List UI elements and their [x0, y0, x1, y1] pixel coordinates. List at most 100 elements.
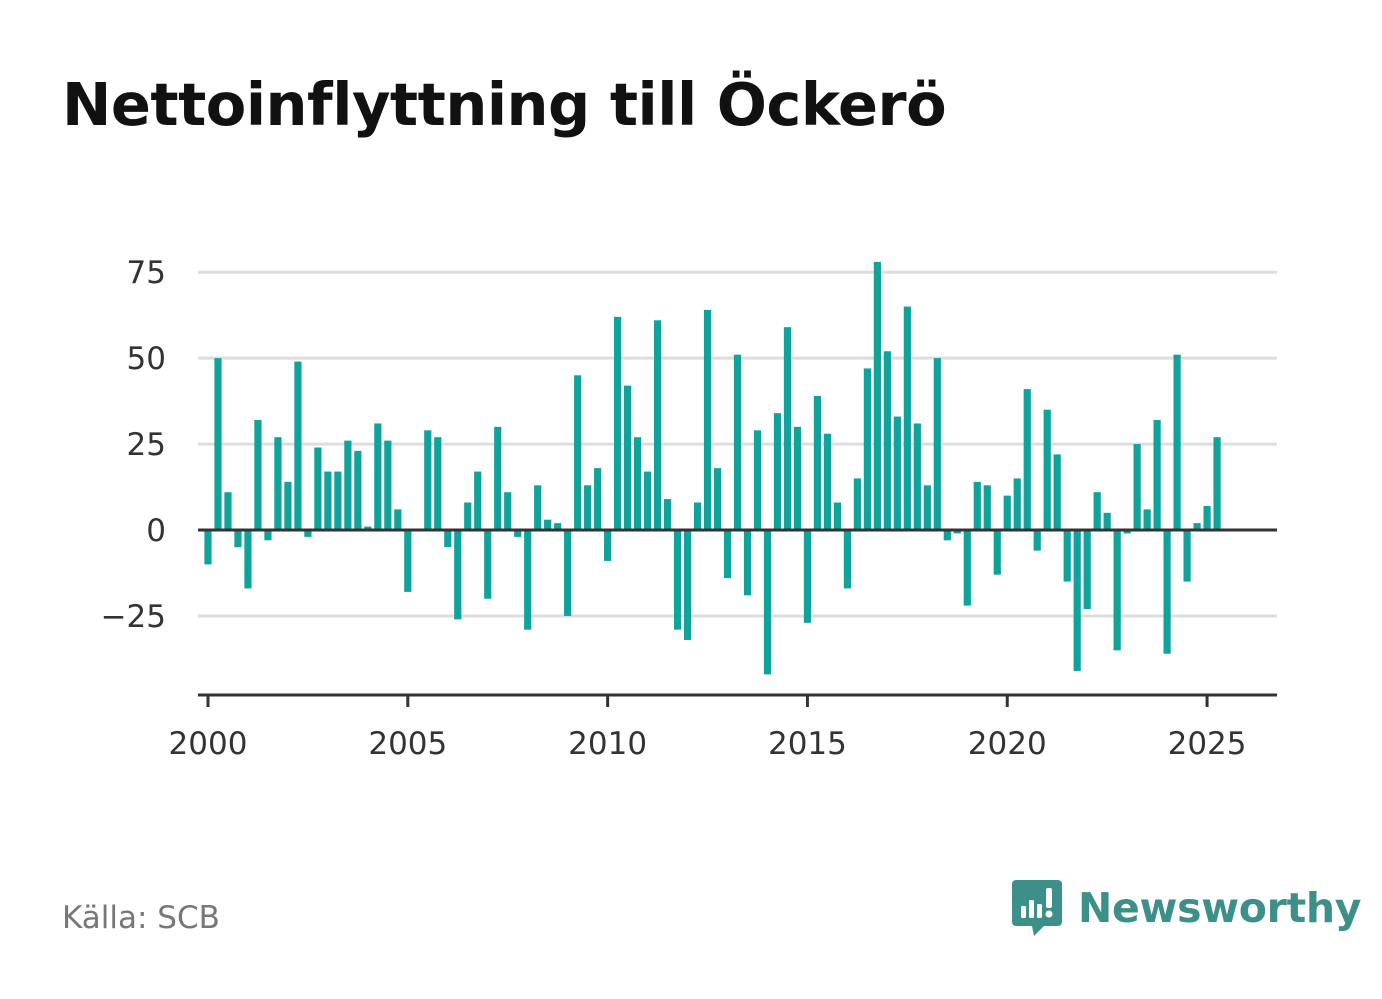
x-tick-label: 2000: [169, 726, 248, 762]
bar: [993, 530, 1001, 575]
bar: [1073, 530, 1081, 671]
bar: [833, 502, 842, 530]
y-tick-label: 50: [127, 341, 166, 377]
bar: [344, 440, 352, 530]
bar: [963, 530, 971, 606]
bar: [843, 530, 851, 589]
bar: [933, 358, 941, 530]
bar: [973, 481, 981, 530]
bar: [524, 530, 532, 630]
bar: [484, 530, 492, 599]
bar: [713, 468, 722, 530]
bar: [913, 423, 921, 530]
bar: [813, 395, 822, 530]
bar: [1003, 495, 1011, 530]
bar: [294, 361, 302, 530]
x-tick-label: 2005: [368, 726, 447, 762]
y-tick-label: 25: [127, 427, 166, 463]
bar: [324, 471, 332, 530]
bar: [554, 523, 562, 530]
bar: [564, 530, 572, 616]
bar: [504, 492, 512, 530]
bar: [783, 327, 792, 530]
bar: [464, 502, 472, 530]
bar: [1103, 512, 1111, 530]
bar: [1213, 437, 1221, 530]
bar: [274, 437, 282, 530]
bar: [793, 426, 802, 530]
bar: [853, 478, 861, 530]
bar: [574, 375, 582, 530]
bar: [1013, 478, 1021, 530]
bar: [1143, 509, 1151, 530]
bar: [374, 423, 382, 530]
bar: [673, 530, 682, 630]
x-tick-label: 2025: [1168, 726, 1247, 762]
bar: [544, 519, 552, 530]
axes: [198, 528, 1277, 707]
bar: [354, 450, 362, 530]
x-tick-label: 2010: [568, 726, 647, 762]
bar: [624, 385, 632, 530]
x-tick-label: 2020: [968, 726, 1047, 762]
bar: [863, 368, 871, 530]
bar: [604, 530, 612, 561]
bar: [633, 437, 642, 530]
bar: [494, 426, 502, 530]
bar: [284, 481, 292, 530]
bar: [693, 502, 702, 530]
bar: [1183, 530, 1191, 582]
bar: [773, 413, 782, 530]
bar: [873, 261, 881, 530]
bar: [534, 485, 542, 530]
bar: [733, 354, 742, 530]
bar: [594, 468, 602, 530]
brand-name: Newsworthy: [1078, 884, 1362, 932]
bar: [763, 530, 772, 675]
bar: [1063, 530, 1071, 582]
bar: [334, 471, 342, 530]
bar: [643, 471, 652, 530]
bar: [1023, 389, 1031, 530]
bar: [514, 530, 522, 537]
chart-title: Nettoinflyttning till Öckerö: [62, 70, 947, 139]
source-note: Källa: SCB: [62, 900, 220, 936]
bar: [264, 530, 272, 541]
bar: [1133, 444, 1141, 530]
newsworthy-logo-icon: [1012, 880, 1062, 936]
bar: [983, 485, 991, 530]
bar: [234, 530, 242, 548]
brand-logo: Newsworthy: [1010, 878, 1361, 938]
bar: [394, 509, 402, 530]
bar: [1163, 530, 1171, 654]
bar: [224, 492, 232, 530]
x-axis-tick-labels: 2000 2005 2010 2015 2020 2025: [169, 726, 1247, 762]
bar: [1173, 354, 1181, 530]
bar: [803, 530, 812, 623]
bar: [444, 530, 452, 548]
bar: [1033, 530, 1041, 551]
bar: [474, 471, 482, 530]
bar: [584, 485, 592, 530]
bar: [304, 530, 312, 537]
bar: [364, 526, 372, 530]
bar: [663, 499, 672, 530]
bar: [1093, 492, 1101, 530]
bar: [244, 530, 252, 589]
bar: [614, 316, 622, 530]
bar: [204, 530, 212, 565]
bar: [1123, 530, 1131, 534]
bar: [953, 530, 961, 534]
y-axis-tick-labels: −25 0 25 50 75: [101, 255, 166, 635]
bar: [823, 433, 832, 530]
bar: [903, 306, 911, 530]
bar: [314, 447, 322, 530]
bar: [743, 530, 752, 596]
bar: [883, 351, 891, 530]
bar: [454, 530, 462, 620]
y-tick-label: 0: [146, 513, 166, 549]
bar: [1113, 530, 1121, 651]
bar: [1203, 505, 1211, 530]
y-tick-label: −25: [101, 599, 166, 635]
